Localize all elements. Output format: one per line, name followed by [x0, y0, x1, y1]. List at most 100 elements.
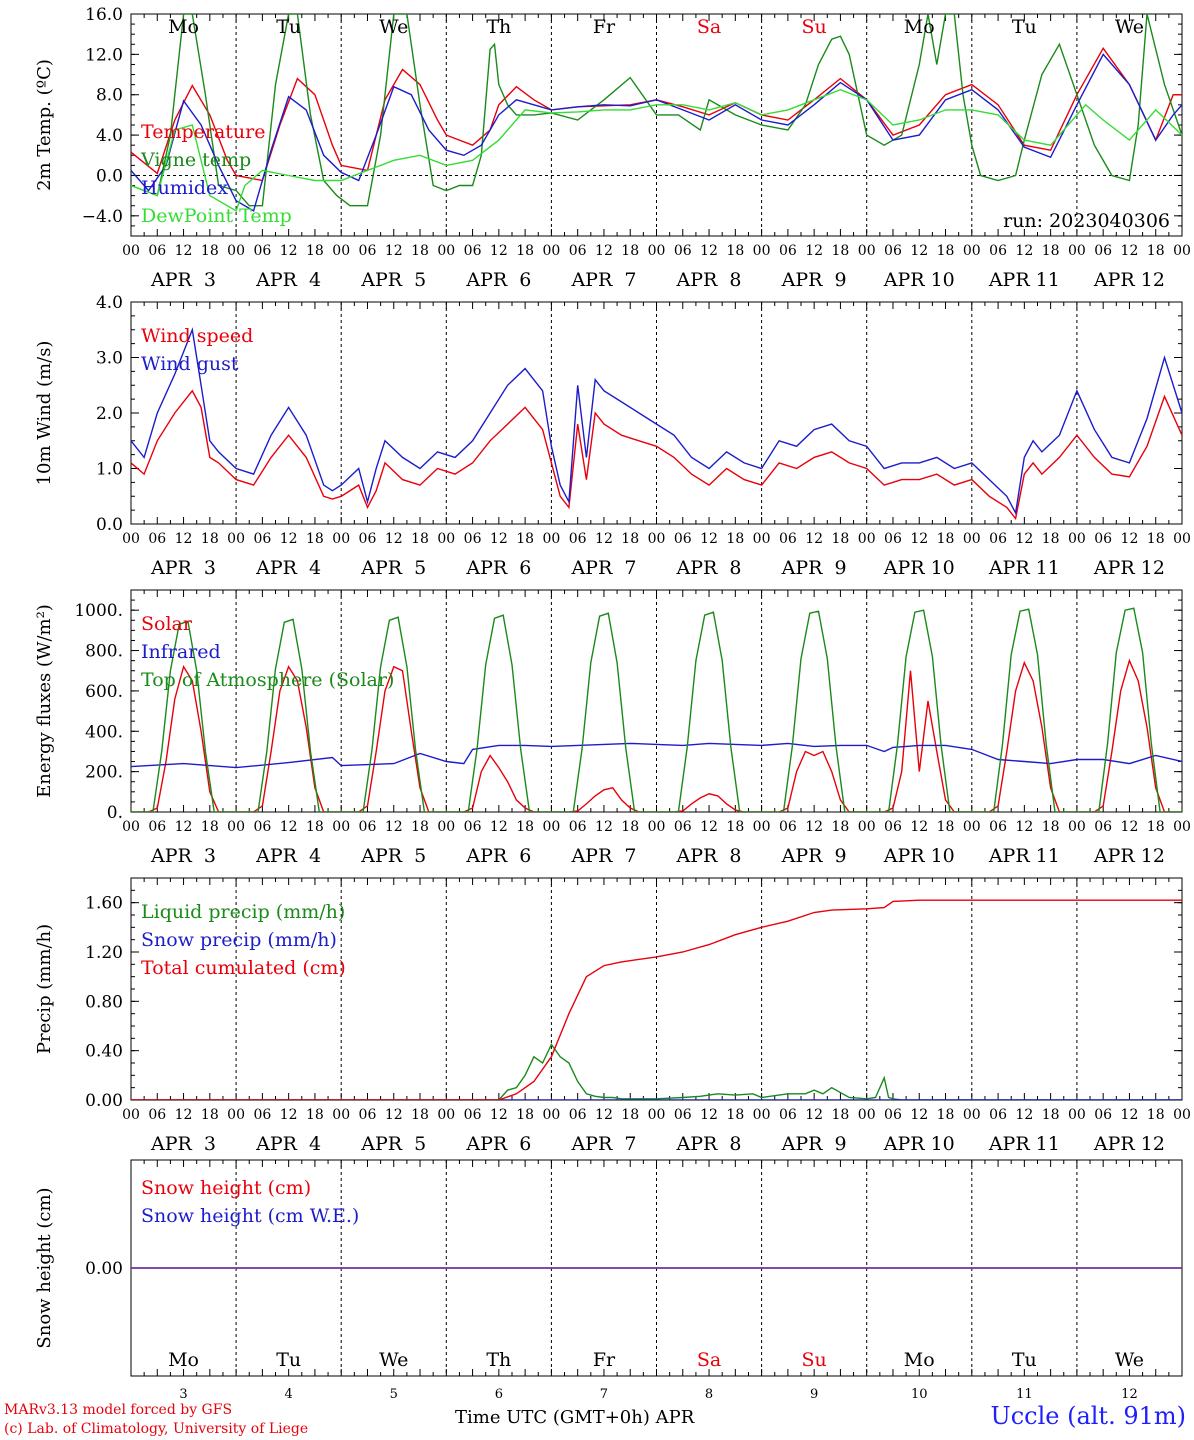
- series-line-3: [131, 899, 1182, 1100]
- hour-tick-label: 18: [411, 819, 429, 835]
- panel-5: 0.00 Snow height (cm) Snow height (cm) Snow…: [34, 1159, 1183, 1402]
- hour-tick-label: 06: [884, 819, 902, 835]
- hour-tick-label: 06: [148, 1107, 166, 1123]
- date-label: APR 7: [570, 557, 636, 579]
- hour-tick-label: 18: [1147, 531, 1165, 547]
- hour-tick-label: 12: [280, 819, 298, 835]
- panel-3: 0. 200. 400. 600. 800. 1000. Energy fluxes (W/…: [34, 589, 1191, 867]
- hour-tick-label: 12: [805, 1107, 823, 1123]
- hour-tick-label: 06: [148, 243, 166, 259]
- date-label: APR 8: [676, 269, 742, 291]
- date-label: APR 12: [1093, 557, 1165, 579]
- hour-tick-label: 00: [437, 819, 455, 835]
- hour-tick-label: 06: [464, 1107, 482, 1123]
- hour-tick-label: 12: [385, 243, 403, 259]
- hour-tick-label: 18: [726, 243, 744, 259]
- hour-tick-label: 18: [411, 243, 429, 259]
- weekday-label: Tu: [276, 1349, 301, 1371]
- hour-tick-label: 06: [989, 531, 1007, 547]
- hour-tick-label: 18: [1147, 1107, 1165, 1123]
- hour-tick-label: 18: [201, 243, 219, 259]
- hour-tick-label: 06: [674, 243, 692, 259]
- hour-tick-label: 00: [227, 1107, 245, 1123]
- series-line-4: [131, 88, 1182, 212]
- hour-tick-label: 12: [1121, 531, 1139, 547]
- y-tick-label: 0.: [107, 803, 123, 823]
- footer-time-axis-label: Time UTC (GMT+0h) APR: [455, 1407, 695, 1428]
- y-tick-label: 400.: [85, 722, 123, 742]
- y-axis-label: Energy fluxes (W/m²): [34, 604, 55, 798]
- date-label: APR 4: [255, 845, 321, 867]
- hour-tick-label: 12: [910, 819, 928, 835]
- day-number-label: 12: [1121, 1387, 1138, 1402]
- weekday-label: Tu: [1012, 16, 1037, 38]
- date-label: APR 10: [883, 269, 955, 291]
- hour-tick-label: 12: [490, 1107, 508, 1123]
- hour-tick-label: 00: [963, 531, 981, 547]
- hour-tick-label: 12: [805, 243, 823, 259]
- legend-entry: Humidex: [141, 177, 228, 199]
- hour-tick-label: 06: [148, 819, 166, 835]
- hour-tick-label: 18: [621, 819, 639, 835]
- hour-tick-label: 12: [1015, 531, 1033, 547]
- hour-tick-label: 00: [122, 819, 140, 835]
- hour-tick-label: 00: [648, 531, 666, 547]
- y-tick-label: −4.0: [82, 207, 123, 227]
- hour-tick-label: 18: [201, 819, 219, 835]
- footer-model-text: MARv3.13 model forced by GFS: [4, 1402, 233, 1418]
- hour-tick-label: 12: [385, 1107, 403, 1123]
- footer-lab-text: (c) Lab. of Climatology, University of L…: [4, 1421, 309, 1437]
- hour-tick-label: 12: [280, 243, 298, 259]
- hour-tick-label: 12: [490, 243, 508, 259]
- hour-tick-label: 00: [858, 531, 876, 547]
- hour-tick-label: 18: [516, 1107, 534, 1123]
- hour-tick-label: 12: [1015, 243, 1033, 259]
- hour-tick-label: 12: [490, 531, 508, 547]
- weekday-label: Tu: [276, 16, 301, 38]
- panel-1: −4.0 0.0 4.0 8.0 12.0 16.0 2m Temp. (ºC) Temper…: [34, 5, 1191, 291]
- day-number-label: 11: [1016, 1387, 1033, 1402]
- legend-entry: Snow height (cm): [141, 1177, 311, 1199]
- series-line-2: [131, 742, 1182, 769]
- date-label: APR 5: [360, 269, 426, 291]
- hour-tick-label: 06: [569, 243, 587, 259]
- y-tick-label: 0.0: [96, 166, 123, 186]
- date-label: APR 6: [465, 1133, 531, 1155]
- hour-tick-label: 12: [385, 819, 403, 835]
- hour-tick-label: 18: [1042, 819, 1060, 835]
- hour-tick-label: 18: [937, 531, 955, 547]
- hour-tick-label: 00: [1173, 243, 1191, 259]
- hour-tick-label: 00: [1068, 1107, 1086, 1123]
- date-label: APR 7: [570, 1133, 636, 1155]
- day-number-label: 8: [705, 1387, 713, 1402]
- hour-tick-label: 06: [674, 819, 692, 835]
- date-label: APR 11: [988, 845, 1060, 867]
- legend-entry: Vigne temp: [140, 149, 251, 171]
- hour-tick-label: 18: [832, 531, 850, 547]
- hour-tick-label: 12: [700, 819, 718, 835]
- date-label: APR 3: [150, 269, 216, 291]
- y-tick-label: 4.0: [96, 126, 123, 146]
- legend-entry: Snow precip (mm/h): [141, 929, 337, 951]
- date-label: APR 8: [676, 1133, 742, 1155]
- series-line-3: [131, 607, 1182, 812]
- hour-tick-label: 00: [648, 819, 666, 835]
- day-number-label: 9: [810, 1387, 818, 1402]
- hour-tick-label: 18: [306, 243, 324, 259]
- date-label: APR 3: [150, 1133, 216, 1155]
- weekday-label: We: [379, 16, 408, 38]
- hour-tick-label: 00: [753, 819, 771, 835]
- date-label: APR 9: [781, 557, 847, 579]
- weekday-label: We: [379, 1349, 408, 1371]
- hour-tick-label: 18: [516, 531, 534, 547]
- y-tick-label: 200.: [85, 763, 123, 783]
- weekday-label: Fr: [593, 1349, 616, 1371]
- weekday-label: We: [1115, 1349, 1144, 1371]
- hour-tick-label: 00: [963, 819, 981, 835]
- panel-2: 0.0 1.0 2.0 3.0 4.0 10m Wind (m/s) Wind speed W…: [34, 293, 1191, 579]
- hour-tick-label: 00: [648, 1107, 666, 1123]
- y-tick-label: 1.60: [85, 894, 123, 914]
- date-label: APR 3: [150, 845, 216, 867]
- date-label: APR 6: [465, 557, 531, 579]
- date-label: APR 12: [1093, 845, 1165, 867]
